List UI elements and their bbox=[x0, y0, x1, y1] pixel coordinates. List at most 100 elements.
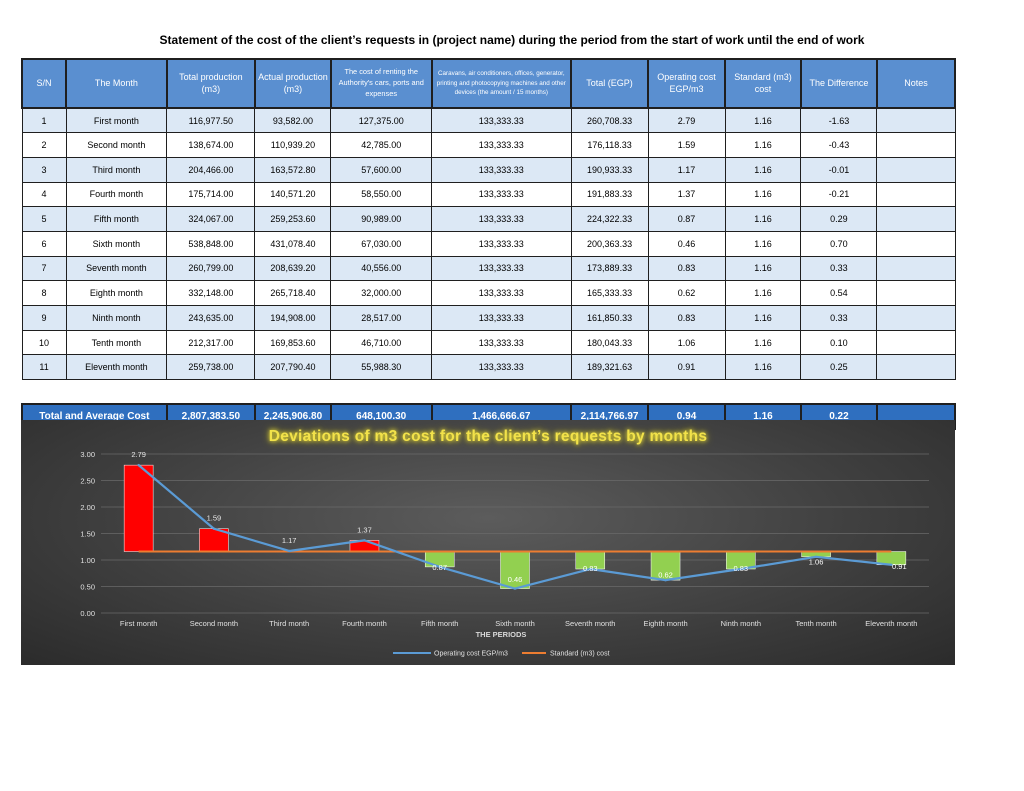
cell-notes bbox=[876, 280, 956, 306]
cell-month: Seventh month bbox=[65, 255, 168, 282]
cell-sn: 7 bbox=[21, 255, 67, 282]
cell-total-production: 175,714.00 bbox=[166, 181, 256, 208]
header-difference: The Difference bbox=[799, 58, 878, 109]
y-tick-label: 1.50 bbox=[80, 530, 95, 539]
cell-total-egp: 165,333.33 bbox=[570, 280, 649, 306]
cell-actual-production: 207,790.40 bbox=[254, 354, 332, 381]
cell-total-egp: 189,321.63 bbox=[570, 354, 649, 381]
cell-difference: 0.33 bbox=[800, 255, 878, 282]
table-row: 3 Third month 204,466.00 163,572.80 57,600.0… bbox=[21, 156, 956, 183]
cell-month: Sixth month bbox=[65, 230, 168, 257]
x-tick-label: Third month bbox=[269, 619, 309, 628]
cell-total-egp: 173,889.33 bbox=[570, 255, 649, 282]
chart-plot: 0.00 0.50 1.00 1.50 2.00 2.50 3.00 2.79 1.59 1.17… bbox=[80, 450, 929, 658]
table-row: 4 Fourth month 175,714.00 140,571.20 58,550.… bbox=[21, 181, 956, 208]
cell-operating-cost: 1.37 bbox=[647, 181, 726, 208]
deviation-bar bbox=[123, 464, 154, 552]
table-row: 1 First month 116,977.50 93,582.00 127,375.0… bbox=[21, 107, 956, 134]
cell-standard-cost: 1.16 bbox=[724, 354, 802, 381]
data-label: 0.83 bbox=[583, 564, 598, 573]
cell-operating-cost: 0.87 bbox=[647, 206, 726, 232]
cell-difference: 0.10 bbox=[800, 329, 878, 356]
cell-caravans: 133,333.33 bbox=[431, 354, 572, 381]
data-label: 1.06 bbox=[809, 557, 824, 566]
header-actual-production: Actual production (m3) bbox=[253, 58, 332, 109]
cell-notes bbox=[876, 329, 956, 356]
cell-caravans: 133,333.33 bbox=[431, 181, 572, 208]
cell-actual-production: 265,718.40 bbox=[254, 280, 332, 306]
y-tick-label: 2.50 bbox=[80, 477, 95, 486]
cell-standard-cost: 1.16 bbox=[724, 181, 802, 208]
cell-operating-cost: 1.17 bbox=[647, 156, 726, 183]
cell-difference: -1.63 bbox=[800, 107, 878, 134]
header-standard-cost: Standard (m3) cost bbox=[724, 58, 802, 109]
header-operating-cost: Operating cost EGP/m3 bbox=[647, 58, 727, 109]
cell-caravans: 133,333.33 bbox=[431, 156, 572, 183]
cell-sn: 6 bbox=[21, 230, 67, 257]
cell-sn: 5 bbox=[21, 206, 67, 232]
x-axis-title: THE PERIODS bbox=[476, 630, 527, 639]
cell-sn: 1 bbox=[21, 107, 67, 134]
data-label: 1.37 bbox=[357, 525, 372, 534]
operating-cost-point bbox=[814, 555, 818, 559]
table-row: 8 Eighth month 332,148.00 265,718.40 32,000.… bbox=[21, 280, 956, 306]
data-label: 0.91 bbox=[892, 562, 907, 571]
header-renting-cost: The cost of renting the Authority's cars… bbox=[329, 58, 433, 109]
cell-renting-cost: 46,710.00 bbox=[330, 329, 432, 356]
y-tick-label: 2.00 bbox=[80, 503, 95, 512]
table-header-row: S/N The Month Total production (m3) Actu… bbox=[20, 58, 957, 109]
cell-notes bbox=[876, 206, 956, 232]
cell-month: Fifth month bbox=[65, 206, 168, 232]
page-title: Statement of the cost of the client’s re… bbox=[159, 33, 865, 47]
cell-sn: 11 bbox=[21, 354, 67, 381]
x-tick-label: Fifth month bbox=[421, 619, 459, 628]
cell-sn: 8 bbox=[21, 280, 67, 306]
cell-standard-cost: 1.16 bbox=[724, 255, 802, 282]
operating-cost-point bbox=[137, 463, 140, 467]
cell-actual-production: 93,582.00 bbox=[254, 107, 332, 134]
cell-sn: 4 bbox=[21, 181, 67, 208]
cell-total-egp: 260,708.33 bbox=[570, 107, 649, 134]
cell-difference: -0.43 bbox=[800, 132, 878, 158]
cell-actual-production: 431,078.40 bbox=[254, 230, 332, 257]
cell-month: Tenth month bbox=[65, 329, 168, 356]
table-row: 9 Ninth month 243,635.00 194,908.00 28,517.0… bbox=[21, 305, 956, 331]
legend-label-standard-cost: Standard (m3) cost bbox=[550, 651, 610, 658]
data-label: 0.83 bbox=[734, 564, 749, 573]
operating-cost-point bbox=[890, 563, 893, 566]
cell-caravans: 133,333.33 bbox=[431, 230, 572, 257]
cell-renting-cost: 57,600.00 bbox=[330, 156, 432, 183]
cell-caravans: 133,333.33 bbox=[431, 305, 572, 331]
x-tick-label: Second month bbox=[190, 619, 238, 628]
cell-operating-cost: 0.83 bbox=[647, 255, 726, 282]
cell-month: Eleventh month bbox=[65, 354, 168, 381]
operating-cost-point bbox=[664, 578, 667, 582]
operating-cost-point bbox=[739, 567, 743, 571]
deviation-bar bbox=[500, 551, 530, 589]
cell-notes bbox=[876, 132, 956, 158]
cell-standard-cost: 1.16 bbox=[724, 206, 802, 232]
cell-renting-cost: 58,550.00 bbox=[330, 181, 432, 208]
cell-standard-cost: 1.16 bbox=[724, 230, 802, 257]
operating-cost-point bbox=[438, 565, 441, 569]
cell-total-production: 538,848.00 bbox=[166, 230, 256, 257]
operating-cost-point bbox=[589, 567, 592, 571]
header-month: The Month bbox=[65, 58, 168, 109]
cell-operating-cost: 0.46 bbox=[647, 230, 726, 257]
cell-total-production: 116,977.50 bbox=[166, 107, 256, 134]
cell-sn: 9 bbox=[21, 305, 67, 331]
table-row: 2 Second month 138,674.00 110,939.20 42,785.… bbox=[21, 132, 956, 158]
cell-caravans: 133,333.33 bbox=[431, 280, 572, 306]
cell-standard-cost: 1.16 bbox=[724, 305, 802, 331]
cell-month: Second month bbox=[65, 132, 168, 158]
cell-actual-production: 140,571.20 bbox=[254, 181, 332, 208]
x-tick-label: Seventh month bbox=[565, 619, 615, 628]
cell-sn: 2 bbox=[21, 132, 67, 158]
cell-total-egp: 191,883.33 bbox=[570, 181, 649, 208]
cell-renting-cost: 40,556.00 bbox=[330, 255, 432, 282]
cell-total-egp: 190,933.33 bbox=[570, 156, 649, 183]
x-tick-label: First month bbox=[120, 619, 158, 628]
deviation-chart: 0.00 0.50 1.00 1.50 2.00 2.50 3.00 2.79 1.59 1.17… bbox=[21, 420, 955, 665]
operating-cost-point bbox=[363, 539, 366, 542]
y-tick-label: 0.50 bbox=[80, 583, 95, 592]
